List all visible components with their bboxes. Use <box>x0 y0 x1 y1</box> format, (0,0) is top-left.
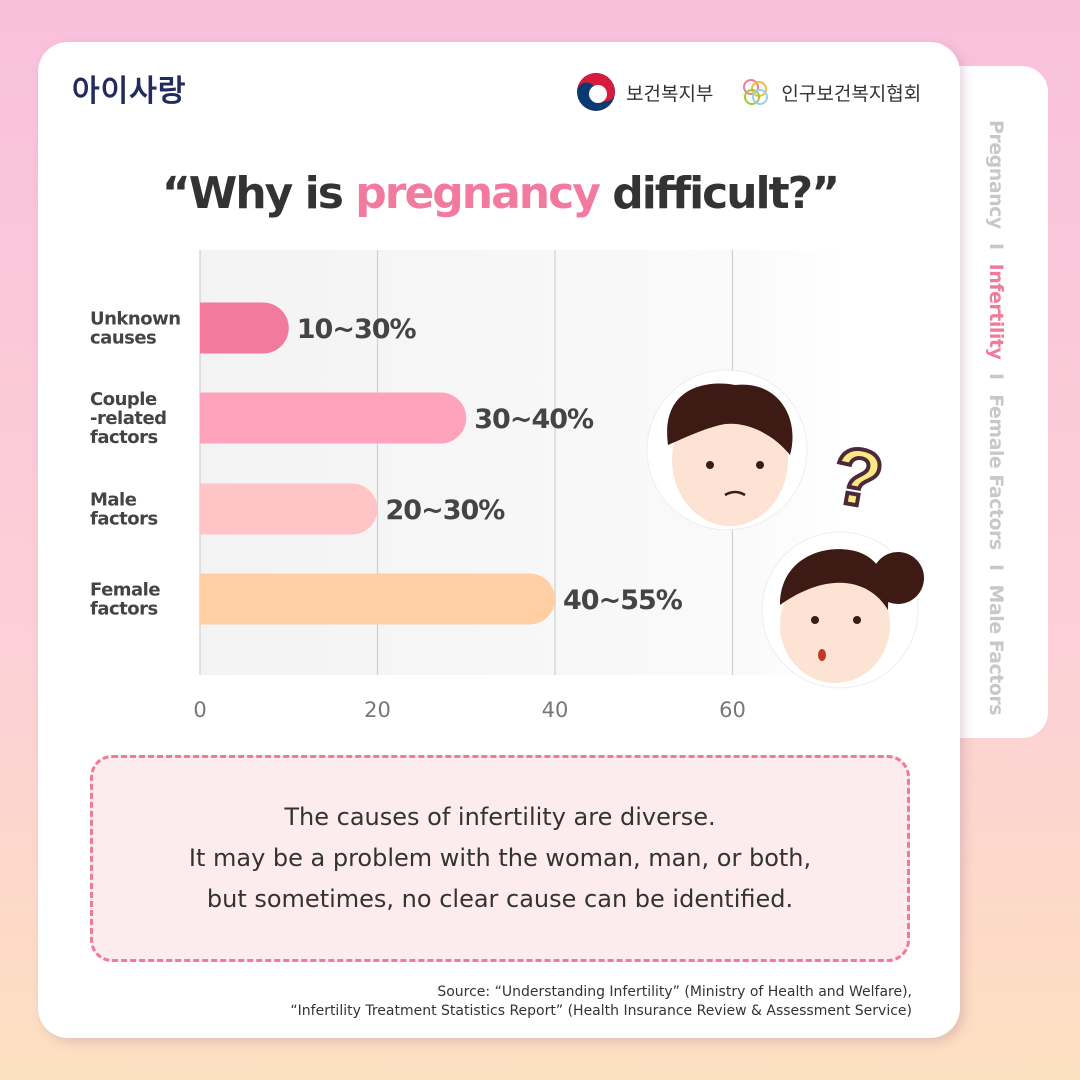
separator: I <box>985 242 1007 250</box>
page-title: “Why is pregnancy difficult?” <box>0 168 1000 219</box>
data-label: 40~55% <box>563 585 683 616</box>
source-line: Source: “Understanding Infertility” (Min… <box>437 984 912 1000</box>
category-label: Male factors <box>90 490 158 530</box>
source-line: “Infertility Treatment Statistics Report… <box>290 1003 912 1019</box>
x-tick-label: 60 <box>719 698 746 722</box>
side-nav: Pregnancy I Infertility I Female Factors… <box>985 120 1007 715</box>
x-tick-label: 40 <box>542 698 569 722</box>
category-label-line: causes <box>90 328 156 349</box>
woman-hair <box>780 549 889 610</box>
data-label: 30~40% <box>474 404 594 435</box>
note-line: It may be a problem with the woman, man,… <box>188 844 812 872</box>
woman-face <box>780 567 890 683</box>
brand-logo: 아이사랑 <box>72 74 187 109</box>
separator: I <box>985 563 1007 571</box>
association-name: 인구보건복지협회 <box>781 82 922 105</box>
note-line: but sometimes, no clear cause can be ide… <box>206 885 794 913</box>
separator: I <box>985 373 1007 381</box>
association-emblem-icon <box>743 79 769 105</box>
category-label-line: factors <box>90 509 158 530</box>
side-nav-pregnancy[interactable]: Pregnancy <box>985 120 1007 229</box>
category-label-line: Female <box>90 580 160 601</box>
note-line: The causes of infertility are diverse. <box>284 803 716 831</box>
bar <box>200 573 556 625</box>
woman-character <box>761 531 924 689</box>
category-label-line: Couple <box>90 389 157 410</box>
partner-logos: 보건복지부 인구보건복지협회 <box>576 72 921 112</box>
info-note-box: The causes of infertility are diverse. I… <box>90 755 910 962</box>
x-tick-label: 20 <box>364 698 391 722</box>
title-highlight: pregnancy <box>355 168 601 219</box>
bar <box>200 483 378 535</box>
category-label: Couple -related factors <box>90 389 167 448</box>
title-post: difficult?” <box>598 168 840 219</box>
category-label: Unknown causes <box>90 309 181 349</box>
ministry-name: 보건복지부 <box>626 82 714 105</box>
category-label-line: factors <box>90 427 158 448</box>
category-label-line: Unknown <box>90 309 181 330</box>
x-tick-label: 0 <box>193 698 206 722</box>
man-character <box>646 369 808 531</box>
man-hair <box>667 383 793 455</box>
source-citation: Source: “Understanding Infertility” (Min… <box>290 983 912 1021</box>
side-nav-infertility[interactable]: Infertility <box>985 263 1007 360</box>
ministry-emblem-icon <box>577 73 615 111</box>
bar <box>200 302 289 354</box>
category-label-line: -related <box>90 408 167 429</box>
category-label-line: factors <box>90 599 158 620</box>
data-label: 20~30% <box>386 495 506 526</box>
category-label: Female factors <box>90 580 160 620</box>
data-label: 10~30% <box>297 314 417 345</box>
side-nav-female-factors[interactable]: Female Factors <box>985 394 1007 550</box>
side-nav-male-factors[interactable]: Male Factors <box>985 584 1007 716</box>
title-pre: “Why is <box>161 168 356 219</box>
category-label-line: Male <box>90 490 137 511</box>
bar-chart: 0 20 40 60 10~30% Unknown causes 30~40% Couple -r… <box>90 250 924 722</box>
bar <box>200 392 467 444</box>
